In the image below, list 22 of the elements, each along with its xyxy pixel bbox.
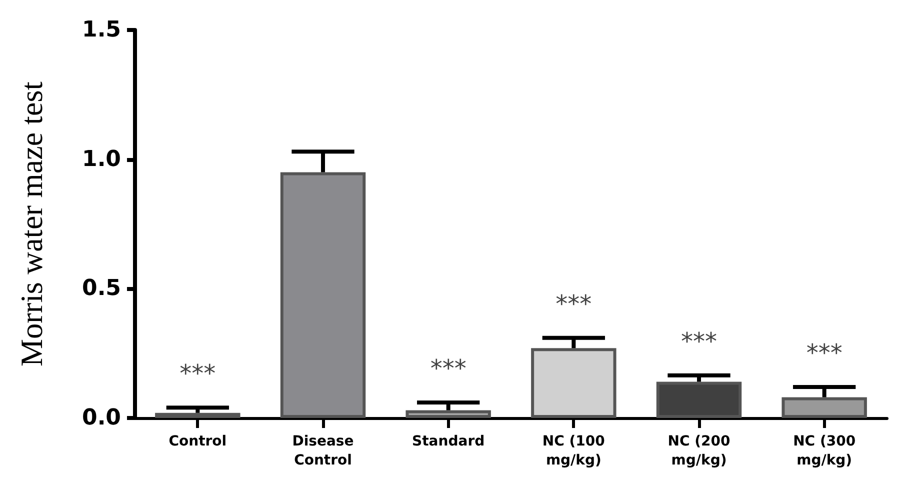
bar bbox=[280, 172, 366, 418]
bar bbox=[155, 412, 240, 418]
y-tick-label: 1.5 bbox=[82, 18, 121, 42]
y-axis-title: Morris water maze test bbox=[14, 81, 49, 366]
x-tick-label: Disease Control bbox=[292, 434, 354, 468]
annotation: *** bbox=[180, 360, 216, 388]
x-tick-label: NC (100 mg/kg) bbox=[542, 434, 606, 468]
x-tick-label: NC (200 mg/kg) bbox=[668, 434, 730, 468]
x-tick-label: Standard bbox=[412, 434, 485, 450]
x-tick-label: Control bbox=[168, 434, 227, 450]
annotation: *** bbox=[681, 327, 717, 356]
bar bbox=[406, 410, 491, 418]
y-tick-label: 0.0 bbox=[82, 406, 121, 430]
y-tick-label: 0.5 bbox=[82, 276, 121, 302]
bar bbox=[782, 397, 867, 418]
annotation: *** bbox=[806, 338, 842, 367]
y-tick-label: 1.0 bbox=[82, 146, 121, 172]
annotation: *** bbox=[556, 290, 592, 318]
annotation: *** bbox=[430, 354, 466, 382]
bar bbox=[531, 348, 616, 418]
x-tick-label: NC (300 mg/kg) bbox=[793, 434, 856, 468]
bar bbox=[656, 382, 742, 418]
